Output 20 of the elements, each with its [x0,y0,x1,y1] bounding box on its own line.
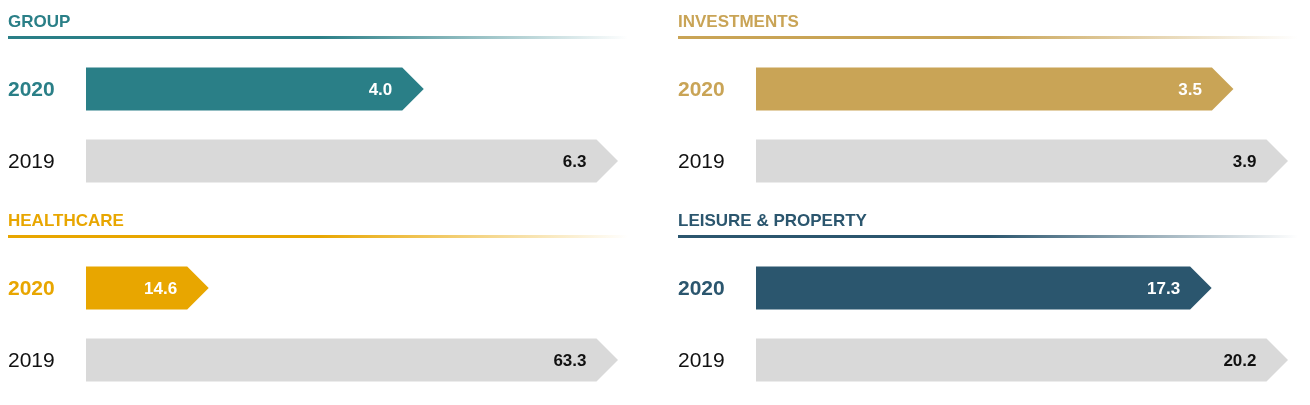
data-label: 6.3 [562,151,587,171]
data-label: 3.5 [1178,79,1202,99]
chart-title: LEISURE & PROPERTY [678,210,868,232]
chart-title: GROUP [8,11,72,33]
chart-title: HEALTHCARE [8,210,125,232]
y-tick-label: 2019 [8,348,55,371]
data-label: 4.0 [368,79,393,99]
y-tick-label: 2019 [8,149,55,172]
y-tick-label: 2019 [678,348,725,371]
data-label: 17.3 [1147,278,1181,298]
y-tick-label: 2019 [678,149,725,172]
chart-title: INVESTMENTS [678,11,800,33]
y-tick-label: 2020 [8,77,55,100]
data-label: 3.9 [1232,151,1257,171]
data-label: 14.6 [144,278,178,298]
y-tick-label: 2020 [8,276,55,299]
data-label: 20.2 [1223,350,1257,370]
y-tick-label: 2020 [678,77,725,100]
y-tick-label: 2020 [678,276,725,299]
data-label: 63.3 [553,350,587,370]
